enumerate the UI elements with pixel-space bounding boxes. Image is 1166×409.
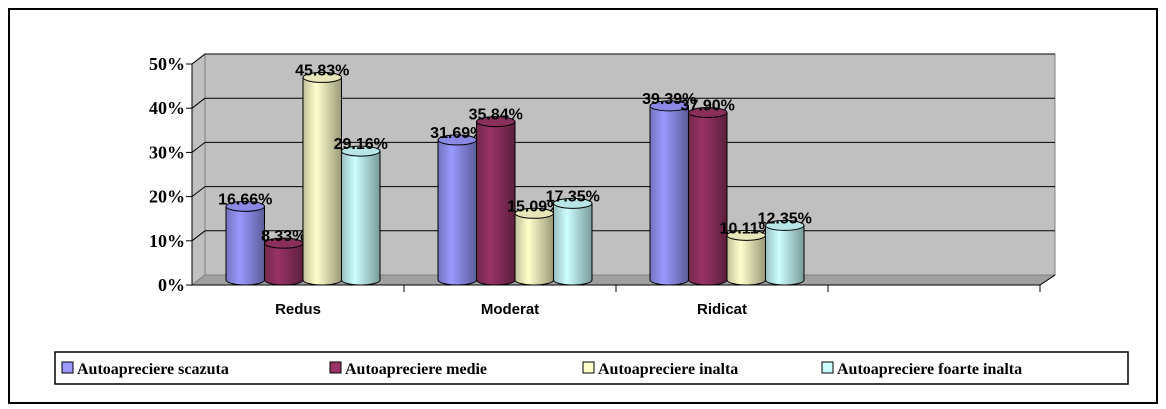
bar-top — [649, 100, 689, 112]
grid-line — [191, 142, 206, 153]
grid-line — [191, 53, 206, 65]
legend-label: Autoapreciere foarte inalta — [837, 361, 1022, 378]
bar-top — [765, 219, 805, 231]
bar-top — [553, 197, 593, 209]
legend-swatch — [582, 361, 595, 374]
legend-swatch — [821, 361, 834, 374]
legend-label: Autoapreciere medie — [345, 361, 487, 378]
bar-top — [688, 106, 728, 118]
value-label: 35.84% — [469, 107, 523, 124]
value-label: 45.83% — [295, 62, 349, 79]
bar — [765, 224, 805, 286]
x-tick-label: Moderat — [481, 301, 539, 318]
bar-top — [225, 200, 265, 212]
value-label: 37.90% — [681, 97, 735, 114]
bar — [649, 105, 689, 286]
value-label: 17.35% — [546, 188, 600, 205]
bar — [688, 111, 728, 286]
bar — [264, 242, 304, 286]
legend-swatch — [61, 361, 74, 374]
bar — [341, 150, 381, 286]
side-wall — [191, 52, 206, 287]
value-label: 15.09% — [507, 198, 561, 215]
y-tick-label: 50% — [149, 54, 185, 74]
y-tick-label: 10% — [149, 231, 185, 251]
x-tick-label: Redus — [275, 301, 321, 318]
y-tick-label: 20% — [149, 187, 185, 207]
value-label: 16.66% — [218, 191, 272, 208]
bar — [514, 212, 554, 286]
bar-top — [302, 71, 342, 83]
y-tick-label: 30% — [149, 142, 185, 162]
bar — [225, 205, 265, 286]
value-label: 8.33% — [261, 228, 306, 245]
grid-line — [191, 97, 206, 109]
x-axis-end — [1039, 274, 1056, 286]
bar — [553, 202, 593, 286]
bar-top — [476, 116, 516, 128]
legend-label: Autoapreciere scazuta — [77, 361, 229, 378]
value-label: 29.16% — [334, 136, 388, 153]
bar — [726, 234, 766, 286]
y-tick-label: 40% — [149, 98, 185, 118]
grid-line — [191, 186, 206, 197]
y-tick-label: 0% — [158, 275, 185, 295]
value-label: 12.35% — [758, 210, 812, 227]
x-tick-label: Ridicat — [697, 301, 747, 318]
value-label: 39.39% — [642, 91, 696, 108]
legend-swatch — [329, 361, 342, 374]
value-label: 10.11% — [720, 220, 773, 237]
value-label: 31.69% — [430, 125, 484, 142]
bar — [437, 139, 477, 286]
legend-label: Autoapreciere inalta — [598, 361, 738, 378]
grid-line — [191, 230, 206, 242]
bar-top — [341, 145, 381, 157]
bar — [302, 76, 342, 286]
